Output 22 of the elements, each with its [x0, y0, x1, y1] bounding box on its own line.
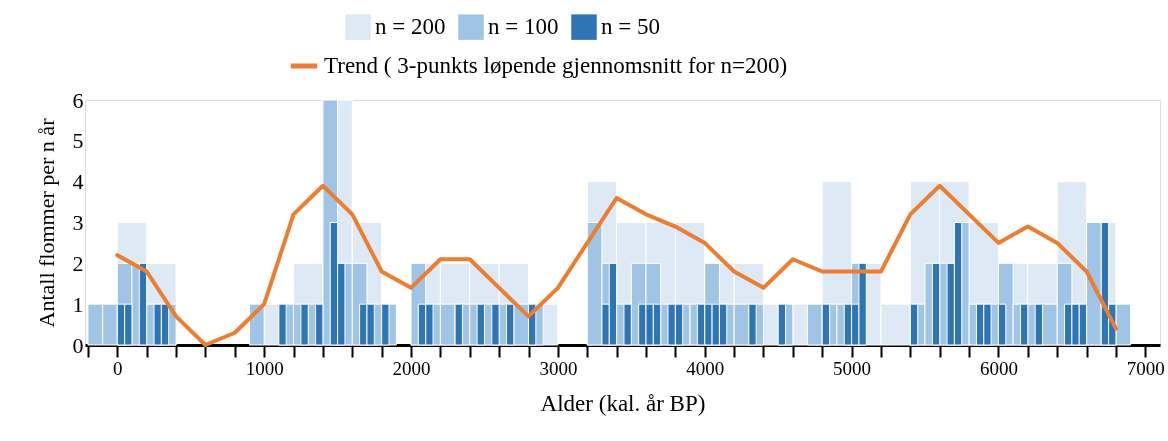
x-tick-label: 1000 — [245, 357, 284, 379]
y-axis-title: Antall flommer per n år — [33, 117, 59, 328]
y-tick-label: 1 — [72, 291, 84, 317]
y-tick-label: 6 — [72, 87, 84, 113]
legend-label: n = 200 — [375, 14, 446, 40]
y-tick-label: 0 — [72, 332, 84, 358]
x-axis-title: Alder (kal. år BP) — [540, 390, 706, 416]
y-tick-label: 5 — [72, 128, 84, 154]
x-tick-label: 6000 — [979, 357, 1018, 379]
line-series — [115, 183, 1118, 347]
x-tick-label: 3000 — [539, 357, 578, 379]
x-tick-label: 4000 — [686, 357, 725, 379]
x-tick-label: 0 — [113, 357, 123, 379]
y-tick-label: 4 — [72, 169, 84, 195]
x-tick-label: 5000 — [833, 357, 872, 379]
y-tick-label: 2 — [72, 250, 84, 276]
legend-label: n = 50 — [601, 14, 660, 40]
x-tick-label: 7000 — [1126, 357, 1165, 379]
x-tick-label: 2000 — [392, 357, 431, 379]
legend-label: n = 100 — [488, 14, 559, 40]
legend-label: Trend ( 3-punkts løpende gjennomsnitt for n=200) — [324, 53, 788, 78]
y-tick-label: 3 — [72, 210, 84, 235]
